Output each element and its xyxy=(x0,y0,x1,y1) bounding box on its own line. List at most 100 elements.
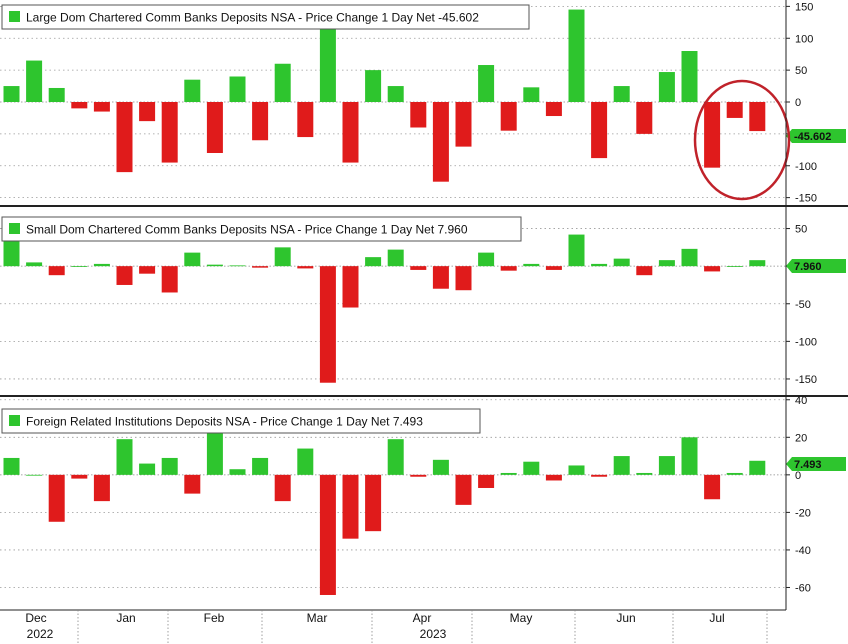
bars-foreign-institutions xyxy=(3,429,766,595)
x-tick-label: Jan xyxy=(116,611,135,625)
legend-box xyxy=(1,408,481,434)
bar xyxy=(658,456,675,475)
bar xyxy=(48,266,65,276)
bar xyxy=(478,474,495,488)
bar xyxy=(387,439,404,475)
y-tick-label: -60 xyxy=(795,582,811,594)
bar xyxy=(681,248,698,267)
bar xyxy=(749,102,766,132)
legend-title-large-banks: Large Dom Chartered Comm Banks Deposits … xyxy=(26,11,479,25)
bar xyxy=(726,102,743,118)
bar xyxy=(71,474,88,479)
bar xyxy=(116,266,133,285)
x-tick-label: May xyxy=(510,611,533,625)
bar xyxy=(636,472,653,475)
x-tick-label: Mar xyxy=(307,611,328,625)
x-axis: Dec Jan Feb Mar Apr May Jun Jul 2022 2023 xyxy=(25,610,768,644)
bar xyxy=(48,474,65,522)
y-tick-label: -100 xyxy=(795,161,817,173)
bar xyxy=(704,102,721,168)
y-tick-label: -20 xyxy=(795,507,811,519)
bar xyxy=(161,457,178,475)
bar xyxy=(704,474,721,500)
bar xyxy=(184,252,201,267)
bar xyxy=(455,474,472,505)
bar xyxy=(274,474,291,502)
bar xyxy=(681,437,698,475)
last-value-large-banks: -45.602 xyxy=(794,131,831,143)
bar xyxy=(681,51,698,102)
bar xyxy=(523,263,540,267)
bar xyxy=(455,266,472,291)
bar xyxy=(139,266,156,274)
bar xyxy=(591,102,608,159)
bar xyxy=(545,474,562,481)
bar xyxy=(139,102,156,122)
legend-swatch xyxy=(9,11,20,22)
y-tick-label: -50 xyxy=(795,299,811,311)
bar xyxy=(342,102,359,163)
bar xyxy=(365,474,382,532)
bar xyxy=(568,234,585,267)
bar xyxy=(432,266,449,289)
bar xyxy=(116,102,133,173)
legend-swatch xyxy=(9,415,20,426)
bar xyxy=(252,457,269,475)
bar xyxy=(365,257,382,267)
bar xyxy=(342,266,359,308)
bar xyxy=(93,474,110,502)
bar xyxy=(3,86,20,102)
bar xyxy=(613,258,630,267)
bar xyxy=(704,266,721,272)
bar xyxy=(184,474,201,494)
bar xyxy=(319,28,336,102)
bar xyxy=(387,86,404,102)
bar xyxy=(184,79,201,102)
legend-title-small-banks: Small Dom Chartered Comm Banks Deposits … xyxy=(26,223,468,237)
y-tick-label: 50 xyxy=(795,224,807,236)
bar xyxy=(749,260,766,267)
bar xyxy=(71,266,88,267)
annotation-circle xyxy=(693,79,791,201)
bar xyxy=(591,474,608,477)
bar xyxy=(26,474,43,476)
bar xyxy=(523,87,540,102)
y-axis-small-banks: 500-50-100-150 xyxy=(786,224,817,386)
bar xyxy=(726,266,743,267)
bar xyxy=(636,266,653,276)
last-value-tag-small-banks: 7.960 xyxy=(786,259,846,273)
y-tick-label: 0 xyxy=(795,470,801,482)
bar xyxy=(48,87,65,102)
bar xyxy=(26,262,43,267)
x-tick-label: Jul xyxy=(709,611,724,625)
bar xyxy=(545,102,562,117)
bar xyxy=(26,60,43,102)
bar xyxy=(523,461,540,475)
legend-swatch xyxy=(9,223,20,234)
bar xyxy=(342,474,359,539)
bar xyxy=(636,102,653,134)
last-value-small-banks: 7.960 xyxy=(794,261,822,273)
x-year-label: 2022 xyxy=(27,627,54,641)
bar xyxy=(365,70,382,102)
y-tick-label: 20 xyxy=(795,432,807,444)
bar xyxy=(410,266,427,270)
bar xyxy=(161,102,178,163)
y-tick-label: 0 xyxy=(795,97,801,109)
panel-foreign-institutions: 40 20 0 -20 -40 -60 Foreign Related Instituti… xyxy=(0,395,846,595)
bar xyxy=(297,448,314,475)
x-tick-label: Apr xyxy=(413,611,432,625)
y-tick-label: -150 xyxy=(795,193,817,205)
y-tick-label: 50 xyxy=(795,65,807,77)
bar xyxy=(274,63,291,102)
bar xyxy=(658,72,675,102)
bar xyxy=(297,266,314,269)
x-tick-label: Jun xyxy=(616,611,635,625)
y-tick-label: 40 xyxy=(795,395,807,407)
bar xyxy=(229,265,246,267)
bar xyxy=(139,463,156,475)
y-tick-label: -100 xyxy=(795,336,817,348)
bar xyxy=(319,474,336,595)
